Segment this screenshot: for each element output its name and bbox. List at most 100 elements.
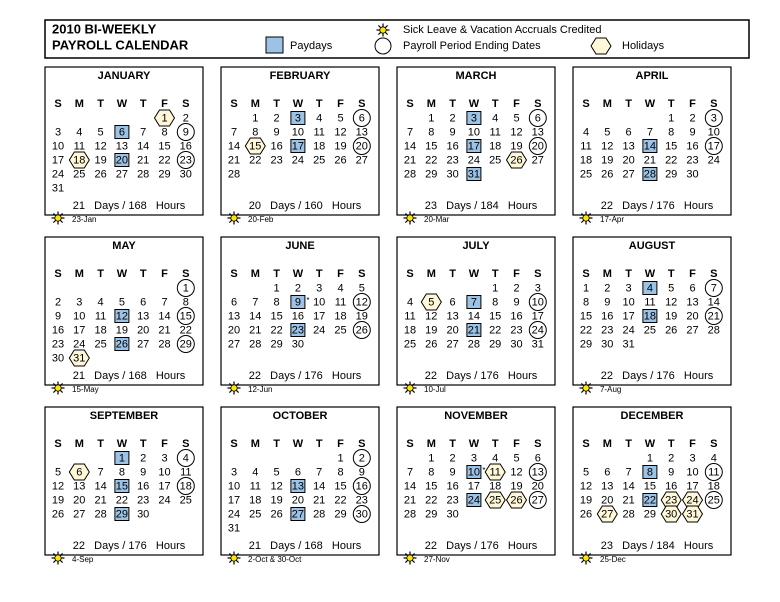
summary: 22 Days / 176 Hours xyxy=(249,370,362,382)
title: PAYROLL CALENDAR xyxy=(52,37,189,52)
day: 30 xyxy=(356,508,368,520)
weekday: S xyxy=(534,268,541,280)
day: 9 xyxy=(450,466,456,478)
month-box xyxy=(396,236,556,386)
period-end-circle xyxy=(176,151,195,169)
accrual-date: 17-Apr xyxy=(600,215,624,224)
day: 5 xyxy=(359,282,365,294)
day: 28 xyxy=(404,168,416,180)
accrual-date: 2-Oct & 30-Oct xyxy=(248,555,302,564)
day: 3 xyxy=(626,282,632,294)
month-box xyxy=(220,236,380,386)
weekday: S xyxy=(710,438,717,450)
day: 6 xyxy=(140,296,146,308)
weekday: W xyxy=(117,268,128,280)
day: 8 xyxy=(583,296,589,308)
month-name: FEBRUARY xyxy=(270,70,331,82)
day: 20 xyxy=(73,494,85,506)
day: 2 xyxy=(450,112,456,124)
day: 23 xyxy=(52,338,64,350)
summary: 22 Days / 176 Hours xyxy=(425,370,538,382)
holiday-hexagon xyxy=(68,151,90,169)
day: 4 xyxy=(492,112,498,124)
period-end-circle xyxy=(352,449,371,467)
sun-core xyxy=(582,214,590,222)
day: 27 xyxy=(292,508,304,520)
day: 29 xyxy=(116,508,128,520)
day: 8 xyxy=(161,126,167,138)
day: 30 xyxy=(292,338,304,350)
weekday: T xyxy=(492,268,499,280)
day: 27 xyxy=(532,154,544,166)
day: 16 xyxy=(446,480,458,492)
day: 28 xyxy=(708,324,720,336)
day: 8 xyxy=(337,466,343,478)
weekday: W xyxy=(469,268,480,280)
day: 9 xyxy=(183,126,189,138)
day: 10 xyxy=(158,466,170,478)
day: 24 xyxy=(708,154,720,166)
day: 6 xyxy=(295,466,301,478)
weekday: S xyxy=(406,438,413,450)
day: 19 xyxy=(510,480,522,492)
weekday: M xyxy=(251,268,260,280)
accrual-date: 7-Aug xyxy=(600,385,621,394)
period-end-circle xyxy=(528,109,547,127)
day: 12 xyxy=(116,310,128,322)
weekday: F xyxy=(689,438,696,450)
day: 23 xyxy=(446,494,458,506)
day: 25 xyxy=(313,154,325,166)
sun-core xyxy=(230,554,238,562)
day: 11 xyxy=(489,126,500,138)
star-note: * xyxy=(306,296,309,305)
day: 23 xyxy=(180,154,192,166)
day: 27 xyxy=(622,168,634,180)
day: 30 xyxy=(601,338,613,350)
day: 3 xyxy=(295,112,301,124)
day: 12 xyxy=(510,466,522,478)
day: 11 xyxy=(250,480,261,492)
weekday: F xyxy=(513,268,520,280)
day: 5 xyxy=(428,296,434,308)
payday-box xyxy=(290,295,306,309)
weekday: W xyxy=(645,98,656,110)
day: 19 xyxy=(94,154,106,166)
day: 22 xyxy=(425,154,437,166)
weekday: T xyxy=(316,98,323,110)
day: 11 xyxy=(708,466,719,478)
day: 6 xyxy=(535,452,541,464)
day: 15 xyxy=(270,310,282,322)
day: 23 xyxy=(665,494,677,506)
day: 14 xyxy=(622,480,634,492)
month-name: JANUARY xyxy=(98,70,151,82)
period-end-circle xyxy=(176,123,195,141)
day: 5 xyxy=(583,466,589,478)
holiday-hexagon xyxy=(420,293,442,311)
day: 18 xyxy=(489,480,501,492)
payday-box xyxy=(290,139,306,153)
day: 25 xyxy=(334,324,346,336)
day: 1 xyxy=(161,112,167,124)
day: 1 xyxy=(274,282,280,294)
day: 4 xyxy=(407,296,413,308)
day: 2 xyxy=(668,452,674,464)
weekday: T xyxy=(449,438,456,450)
weekday: F xyxy=(513,438,520,450)
day: 7 xyxy=(471,296,477,308)
day: 14 xyxy=(158,310,170,322)
summary: 21 Days / 168 Hours xyxy=(73,200,186,212)
day: 2 xyxy=(604,282,610,294)
period-end-circle xyxy=(704,109,723,127)
day: 25 xyxy=(708,494,720,506)
day: 14 xyxy=(228,140,240,152)
period-end-circle xyxy=(352,321,371,339)
day: 13 xyxy=(446,310,458,322)
day: 21 xyxy=(708,310,720,322)
day: 5 xyxy=(337,112,343,124)
day: 1 xyxy=(337,452,343,464)
day: 15 xyxy=(665,140,677,152)
sun-core xyxy=(230,214,238,222)
day: 8 xyxy=(647,466,653,478)
day: 22 xyxy=(665,154,677,166)
